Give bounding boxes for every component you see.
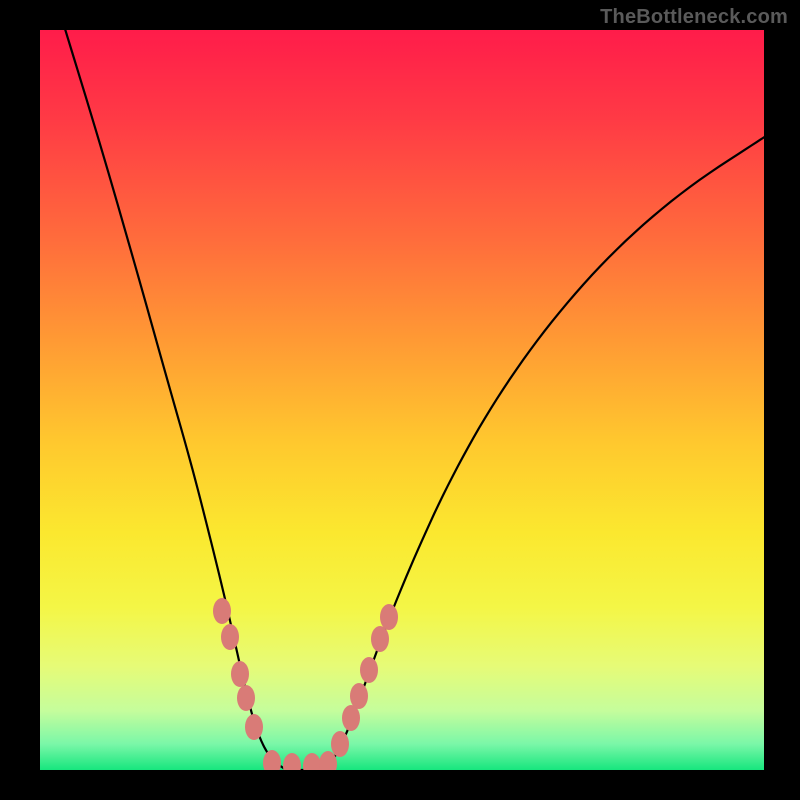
data-marker [342, 705, 360, 731]
data-marker [221, 624, 239, 650]
data-marker [371, 626, 389, 652]
data-marker [303, 753, 321, 770]
markers-layer [40, 30, 764, 770]
data-marker [350, 683, 368, 709]
data-marker [231, 661, 249, 687]
data-marker [237, 685, 255, 711]
watermark-text: TheBottleneck.com [600, 6, 788, 29]
plot-area [40, 30, 764, 770]
data-marker [331, 731, 349, 757]
data-marker [263, 750, 281, 770]
data-marker [283, 753, 301, 770]
data-marker [380, 604, 398, 630]
data-marker [360, 657, 378, 683]
chart-frame: TheBottleneck.com [0, 0, 800, 800]
data-marker [213, 598, 231, 624]
data-marker [245, 714, 263, 740]
